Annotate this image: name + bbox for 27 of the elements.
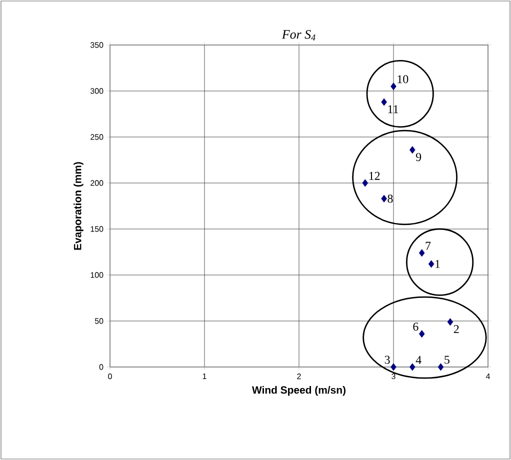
point xyxy=(410,146,416,154)
annotation: 7 xyxy=(426,242,431,250)
annotation: 12 xyxy=(369,172,380,180)
annotation: 10 xyxy=(398,75,408,84)
y-axis-title: Evaporation (mm) xyxy=(74,162,84,250)
point xyxy=(390,363,396,371)
annotation: 11 xyxy=(388,105,398,114)
annotation: 6 xyxy=(413,322,418,331)
point xyxy=(381,194,387,202)
point xyxy=(418,249,425,257)
chart-title: For S$_{4}$ xyxy=(282,30,316,41)
annotation: 9 xyxy=(416,153,422,162)
point xyxy=(428,260,434,268)
annotation: 1 xyxy=(436,260,440,268)
point xyxy=(381,98,387,106)
annotation: 2 xyxy=(454,325,459,334)
point xyxy=(362,179,368,187)
point xyxy=(438,363,444,371)
annotation: 8 xyxy=(388,194,393,203)
point xyxy=(390,82,396,90)
point xyxy=(410,363,416,371)
x-axis-title: Wind Speed (m/sn) xyxy=(252,386,346,396)
annotation: 5 xyxy=(444,356,450,364)
point xyxy=(447,318,454,326)
annotation: 3 xyxy=(384,356,390,364)
annotation: 4 xyxy=(416,356,422,364)
point xyxy=(418,330,425,338)
